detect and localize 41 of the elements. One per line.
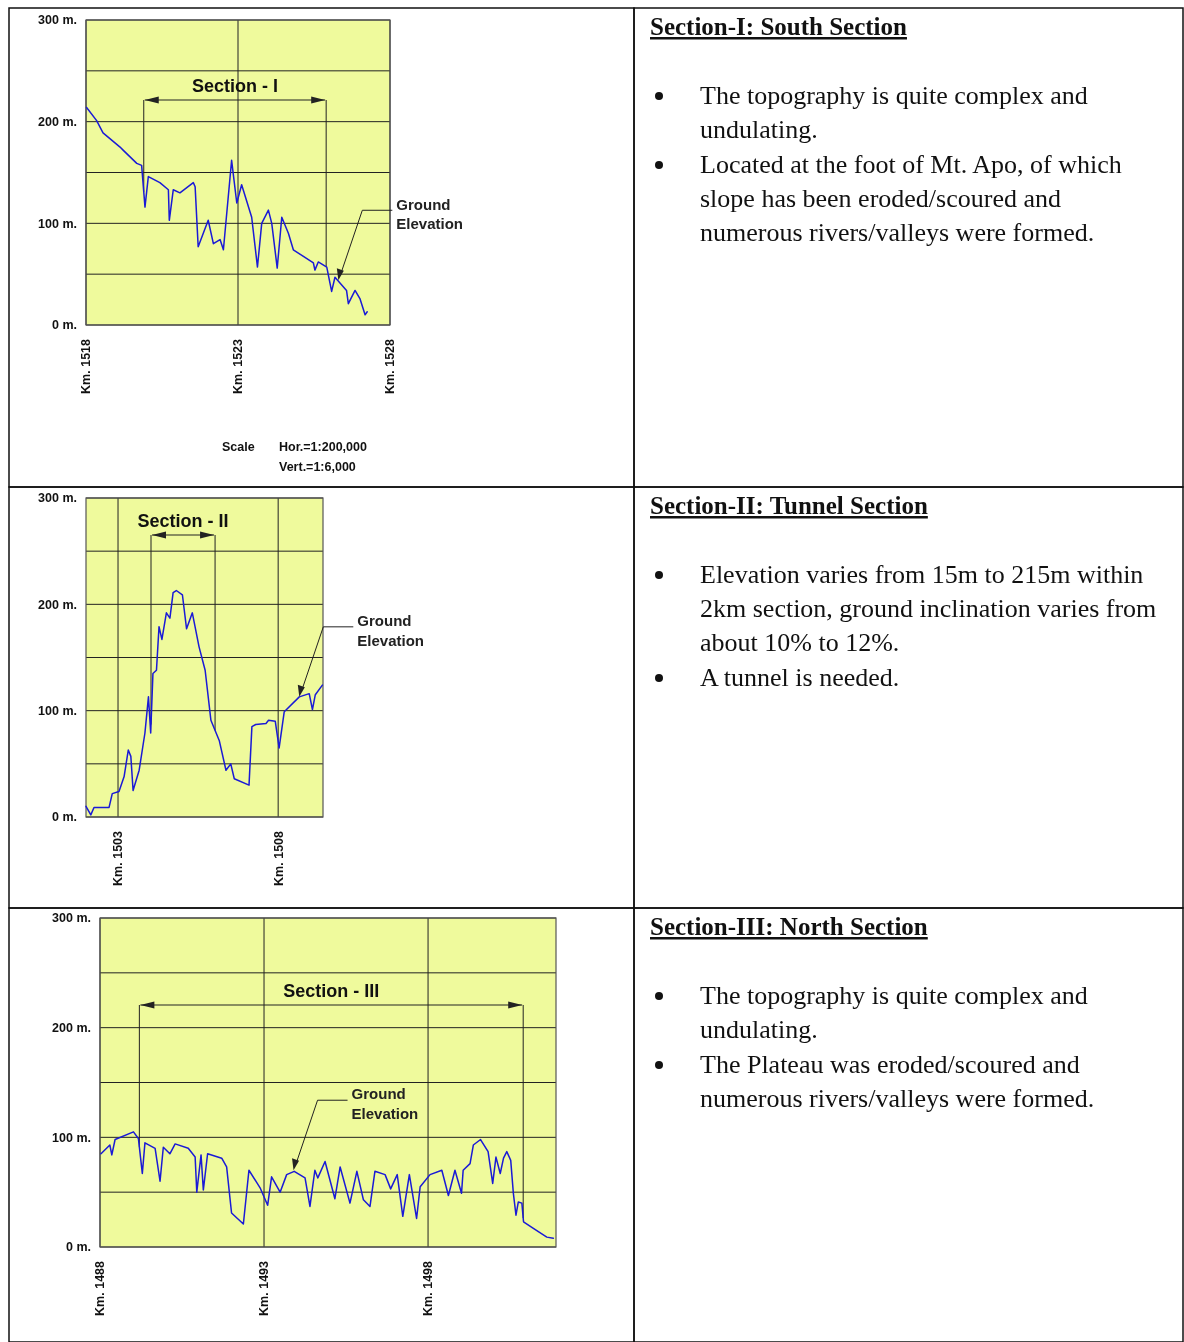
y-tick-label: 300 m. xyxy=(38,491,77,506)
annotation: Ground Elevation xyxy=(396,195,464,233)
text: A tunnel is needed. xyxy=(700,663,900,692)
line-series xyxy=(100,1131,555,1239)
y-tick-label: 300 m. xyxy=(52,911,91,926)
x-tick-label: Km. 1528 xyxy=(383,338,398,394)
annotation: Ground Elevation xyxy=(351,1085,419,1122)
y-tick-label: 0 m. xyxy=(51,810,77,825)
y-tick-label: 300 m. xyxy=(38,13,77,28)
text: Section-III: North Section xyxy=(650,913,928,940)
x-tick-label: Km. 1503 xyxy=(111,830,126,886)
line-series xyxy=(85,106,368,316)
ref-line-label: Section - III xyxy=(283,981,380,1001)
y-tick-label: 200 m. xyxy=(52,1021,91,1036)
text: Elevation varies from 15m to 215m within 2km section, ground inclination varies from about 10% to 12%. xyxy=(700,560,1157,657)
text: Section-I: South Section xyxy=(650,13,908,40)
text: Hor.=1:200,000 xyxy=(279,440,367,454)
y-tick-label: 200 m. xyxy=(38,597,77,612)
text: Scale xyxy=(222,440,255,454)
text: Vert.=1:6,000 xyxy=(279,460,356,474)
text: Section-II: Tunnel Section xyxy=(650,492,928,519)
x-tick-label: Km. 1518 xyxy=(79,338,94,394)
annotation: Ground Elevation xyxy=(357,612,424,649)
line-series xyxy=(85,589,324,816)
ref-line-label: Section - II xyxy=(137,511,229,531)
x-tick-label: Km. 1523 xyxy=(231,338,246,394)
text: The topography is quite complex and undulating. xyxy=(700,81,1088,144)
ref-line-label: Section - I xyxy=(191,76,278,96)
x-tick-label: Km. 1493 xyxy=(257,1260,272,1316)
y-tick-label: 0 m. xyxy=(51,318,77,333)
y-tick-label: 200 m. xyxy=(38,115,77,130)
x-tick-label: Km. 1498 xyxy=(421,1260,436,1316)
y-tick-label: 100 m. xyxy=(38,704,77,719)
x-tick-label: Km. 1488 xyxy=(93,1260,108,1316)
text: The topography is quite complex and undulating. xyxy=(700,981,1088,1044)
y-tick-label: 0 m. xyxy=(65,1240,91,1255)
x-tick-label: Km. 1508 xyxy=(271,830,286,886)
text: The Plateau was eroded/scoured and numerous rivers/valleys were formed. xyxy=(700,1050,1095,1113)
y-tick-label: 100 m. xyxy=(38,216,77,231)
y-tick-label: 100 m. xyxy=(52,1130,91,1145)
text: Located at the foot of Mt. Apo, of which slope has been eroded/scoured and numerous rivers/valleys were formed. xyxy=(700,150,1122,247)
